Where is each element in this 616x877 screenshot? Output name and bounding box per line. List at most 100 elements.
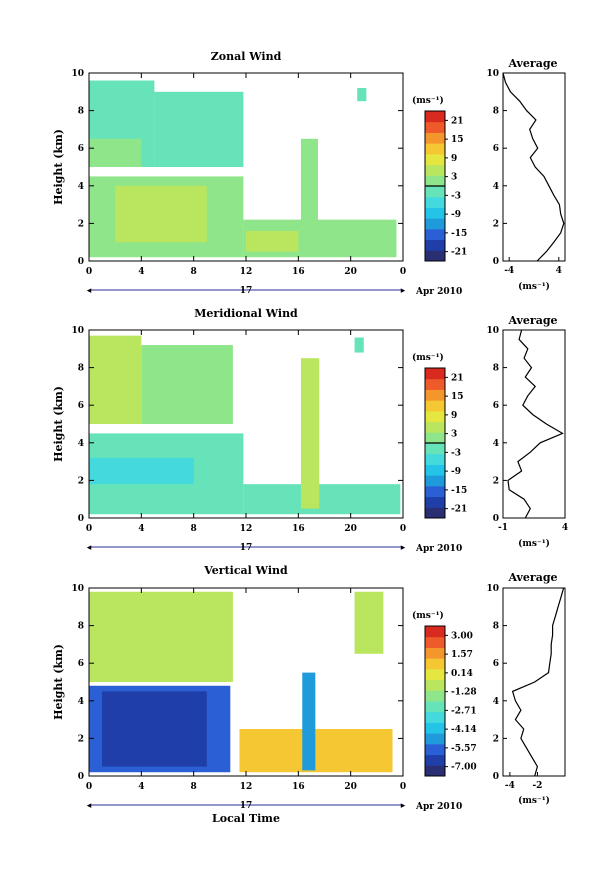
x-tick-label: 20 — [344, 267, 357, 277]
vertical-day-label: 17 — [240, 801, 253, 811]
average-x-tick-label: -2 — [532, 781, 542, 791]
average-y-tick-label: 0 — [493, 772, 499, 782]
data-cell — [89, 335, 142, 424]
data-cell — [354, 591, 384, 654]
vertical-average-title: Average — [507, 571, 557, 584]
colorbar-tick-label: 15 — [451, 392, 464, 402]
colorbar-tick-label: 3 — [451, 173, 457, 183]
colorbar-tick-label: -4.14 — [451, 725, 477, 735]
colorbar-band — [425, 121, 445, 133]
data-cell — [89, 457, 194, 485]
x-tick-label: 20 — [344, 782, 357, 792]
average-y-tick-label: 4 — [493, 182, 499, 192]
y-tick-label: 8 — [78, 622, 84, 632]
y-tick-label: 6 — [78, 659, 84, 669]
meridional-title: Meridional Wind — [194, 307, 298, 320]
average-y-tick-label: 0 — [493, 514, 499, 524]
colorbar-band — [425, 153, 445, 166]
colorbar-band — [425, 218, 445, 230]
meridional-panel: Meridional Wind Height (km) 0 4 8 12 16 20 002… — [52, 307, 568, 554]
data-cell — [300, 358, 320, 509]
x-tick-label: 12 — [240, 782, 253, 792]
meridional-average-frame — [502, 329, 566, 519]
vertical-date-end-arrow: ▸ — [401, 801, 406, 811]
zonal-colorbar: (ms⁻¹) 21 15 9 3 -3 -9 -15 -21 — [412, 95, 467, 262]
colorbar-band — [425, 722, 445, 734]
meridional-average-title: Average — [507, 314, 557, 327]
data-cell — [89, 138, 142, 167]
x-tick-label: 20 — [344, 524, 357, 534]
meridional-average-profile: 0 2 4 6 8 10 -1 4 — [486, 326, 568, 533]
zonal-date-axis: ◂ ▸ 17 Apr 2010 — [87, 286, 462, 297]
vertical-average-unit: (ms⁻¹) — [518, 795, 550, 806]
meridional-colorbar-bands — [425, 368, 445, 519]
zonal-ylabel: Height (km) — [52, 129, 65, 205]
colorbar-band — [425, 250, 445, 262]
vertical-date-axis: ◂ ▸ 17 Apr 2010 — [87, 801, 462, 812]
colorbar-band — [425, 636, 445, 648]
data-cell — [239, 729, 393, 773]
vertical-title: Vertical Wind — [203, 564, 288, 577]
zonal-average-unit: (ms⁻¹) — [518, 281, 550, 292]
x-tick-label: 4 — [138, 782, 144, 792]
meridional-average-unit: (ms⁻¹) — [518, 538, 550, 549]
y-tick-label: 6 — [78, 401, 84, 411]
meridional-colorbar: (ms⁻¹) 21 15 9 3 -3 -9 -15 -21 — [412, 352, 467, 519]
zonal-average-title: Average — [507, 57, 557, 70]
colorbar-band — [425, 626, 445, 638]
colorbar-band — [425, 711, 445, 723]
average-y-tick-label: 2 — [493, 476, 499, 486]
vertical-colorbar-bands — [425, 626, 445, 777]
average-y-tick-label: 4 — [493, 439, 499, 449]
colorbar-tick-label: -3 — [451, 191, 461, 201]
y-tick-label: 0 — [78, 514, 84, 524]
x-tick-label: 0 — [86, 524, 92, 534]
average-y-tick-label: 2 — [493, 219, 499, 229]
average-y-tick-label: 10 — [486, 69, 499, 79]
vertical-average-frame — [502, 587, 566, 777]
x-tick-label: 4 — [138, 267, 144, 277]
y-tick-label: 8 — [78, 107, 84, 117]
colorbar-tick-label: -15 — [451, 486, 467, 496]
vertical-colorbar-frame — [424, 625, 446, 777]
y-tick-label: 8 — [78, 364, 84, 374]
vertical-ylabel: Height (km) — [52, 644, 65, 720]
meridional-date-start-arrow: ◂ — [87, 543, 92, 553]
x-tick-label: 8 — [191, 524, 197, 534]
meridional-average: Average 0 2 4 6 8 10 -1 4 (ms⁻¹) — [486, 314, 568, 549]
vertical-colorbar-unit: (ms⁻¹) — [412, 610, 444, 621]
data-cell — [357, 88, 367, 102]
vertical-panel: Vertical Wind Height (km) 0 4 8 12 16 20 00246… — [52, 564, 566, 825]
colorbar-tick-label: -2.71 — [451, 706, 477, 716]
meridional-ylabel: Height (km) — [52, 386, 65, 462]
average-y-tick-label: 4 — [493, 697, 499, 707]
meridional-colorbar-unit: (ms⁻¹) — [412, 352, 444, 363]
zonal-average-profile: 0 2 4 6 8 10 -4 4 — [486, 69, 565, 276]
x-tick-label: 16 — [292, 267, 305, 277]
average-x-tick-label: -4 — [504, 266, 514, 276]
zonal-average-frame — [502, 72, 566, 262]
colorbar-tick-label: 21 — [451, 116, 464, 126]
average-y-tick-label: 8 — [493, 364, 499, 374]
zonal-date-start-arrow: ◂ — [87, 286, 92, 296]
vertical-colorbar: (ms⁻¹) 3.00 1.57 0.14 -1.28 -2.71 -4.14 -5.57 -… — [412, 610, 477, 777]
average-x-tick-label: 4 — [562, 523, 568, 533]
x-tick-label: 12 — [240, 267, 253, 277]
average-profile-line — [507, 329, 564, 519]
colorbar-band — [425, 658, 445, 670]
colorbar-band — [425, 228, 445, 241]
y-tick-label: 4 — [78, 439, 84, 449]
average-y-tick-label: 6 — [493, 144, 499, 154]
vertical-xlabel: Local Time — [212, 812, 280, 825]
meridional-date-label: Apr 2010 — [415, 544, 462, 554]
colorbar-band — [425, 668, 445, 681]
y-tick-label: 10 — [71, 69, 84, 79]
y-tick-label: 10 — [71, 326, 84, 336]
vertical-average-profile: 0 2 4 6 8 10 -4 -2 — [486, 584, 565, 791]
colorbar-tick-label: 3 — [451, 430, 457, 440]
meridional-colorbar-ticks: 21 15 9 3 -3 -9 -15 -21 — [445, 373, 467, 515]
colorbar-band — [425, 175, 445, 187]
colorbar-band — [425, 475, 445, 487]
colorbar-band — [425, 453, 445, 465]
